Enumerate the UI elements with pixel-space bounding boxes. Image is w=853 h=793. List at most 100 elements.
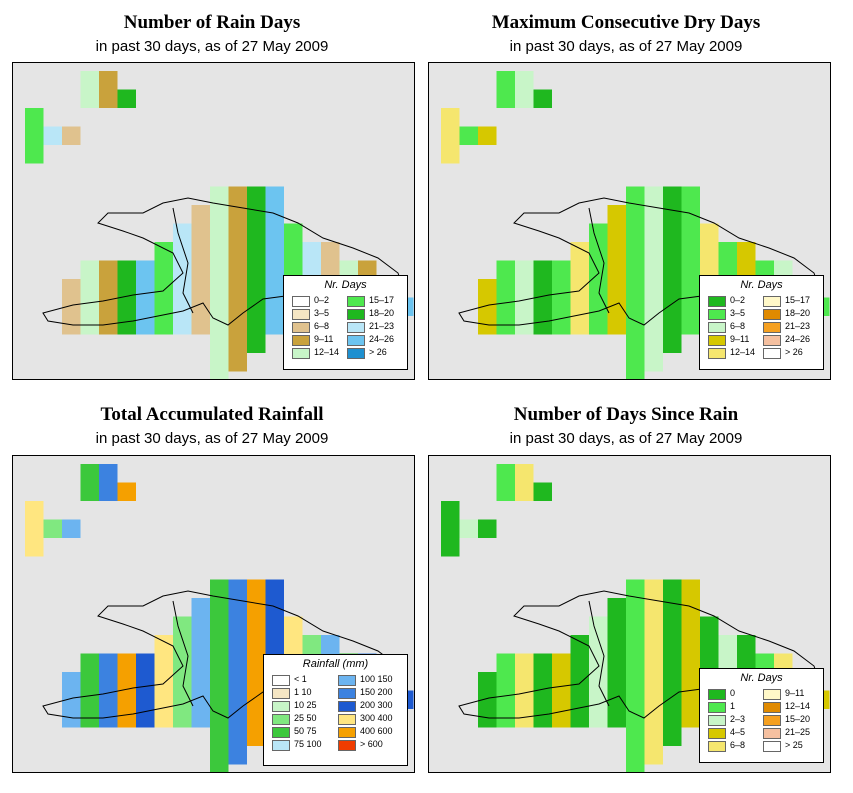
- grid-cell: [626, 709, 645, 728]
- grid-cell: [80, 89, 99, 108]
- grid-cell: [626, 690, 645, 709]
- grid-cell: [681, 635, 700, 654]
- grid-cell: [210, 764, 229, 772]
- grid-cell: [191, 616, 210, 635]
- grid-cell: [626, 223, 645, 242]
- grid-cell: [515, 672, 534, 691]
- grid-cell: [117, 672, 136, 691]
- grid-cell: [210, 598, 229, 617]
- grid-cell: [589, 223, 608, 242]
- grid-cell: [663, 653, 682, 672]
- grid-cell: [265, 279, 284, 298]
- grid-cell: [478, 316, 497, 335]
- panel-title-dry-days: Maximum Consecutive Dry Days: [491, 12, 761, 33]
- grid-cell: [644, 579, 663, 598]
- map-grid: [441, 71, 830, 379]
- grid-cell: [644, 672, 663, 691]
- grid-cell: [626, 746, 645, 765]
- grid-cell: [681, 616, 700, 635]
- legend-swatch: [272, 740, 290, 751]
- grid-cell: [339, 260, 358, 279]
- grid-cell: [589, 279, 608, 298]
- grid-cell: [663, 672, 682, 691]
- grid-cell: [247, 334, 266, 353]
- grid-cell: [681, 205, 700, 224]
- grid-cell: [191, 672, 210, 691]
- grid-cell: [681, 242, 700, 261]
- grid-cell: [99, 71, 118, 90]
- grid-cell: [25, 519, 44, 538]
- grid-cell: [663, 579, 682, 598]
- grid-cell: [210, 186, 229, 205]
- grid-cell: [626, 579, 645, 598]
- legend-label: > 26: [785, 347, 803, 357]
- grid-cell: [25, 126, 44, 145]
- legend-swatch: [708, 728, 726, 739]
- grid-cell: [43, 519, 62, 538]
- grid-cell: [99, 279, 118, 298]
- grid-cell: [589, 653, 608, 672]
- coastline: [458, 590, 820, 719]
- grid-cell: [515, 709, 534, 728]
- legend-label: 3–5: [314, 308, 330, 318]
- grid-cell: [626, 371, 645, 379]
- grid-cell: [737, 653, 756, 672]
- grid-cell: [570, 635, 589, 654]
- grid-cell: [210, 353, 229, 372]
- map-grid: [441, 464, 830, 772]
- legend-label: 18–20: [369, 308, 395, 318]
- grid-cell: [80, 297, 99, 316]
- grid-cell: [247, 690, 266, 709]
- grid-cell: [265, 635, 284, 654]
- panel-title-rainfall: Total Accumulated Rainfall: [100, 404, 324, 425]
- grid-cell: [321, 635, 340, 654]
- grid-cell: [533, 316, 552, 335]
- grid-cell: [663, 316, 682, 335]
- grid-cell: [228, 616, 247, 635]
- legend-label: 2–3: [730, 714, 746, 724]
- grid-cell: [533, 653, 552, 672]
- grid-cell: [117, 297, 136, 316]
- legend-label: > 600: [360, 739, 383, 749]
- grid-cell: [644, 279, 663, 298]
- grid-cell: [589, 690, 608, 709]
- grid-cell: [533, 279, 552, 298]
- grid-cell: [80, 71, 99, 90]
- grid-cell: [210, 242, 229, 261]
- grid-cell: [478, 690, 497, 709]
- grid-cell: [570, 690, 589, 709]
- grid-cell: [478, 709, 497, 728]
- grid-cell: [154, 690, 173, 709]
- grid-cell: [228, 279, 247, 298]
- grid-cell: [228, 353, 247, 372]
- grid-cell: [570, 709, 589, 728]
- grid-cell: [210, 690, 229, 709]
- legend-label: 12–14: [730, 347, 756, 357]
- grid-cell: [626, 186, 645, 205]
- grid-cell: [191, 297, 210, 316]
- panel-subtitle-dry-days: in past 30 days, as of 27 May 2009: [509, 38, 743, 55]
- grid-cell: [247, 653, 266, 672]
- grid-cell: [496, 464, 515, 483]
- legend-swatch: [347, 296, 365, 307]
- grid-cell: [210, 223, 229, 242]
- grid-cell: [626, 727, 645, 746]
- grid-cell: [681, 672, 700, 691]
- legend-label: 12–14: [785, 701, 811, 711]
- grid-cell: [478, 126, 497, 145]
- grid-cell: [515, 260, 534, 279]
- grid-cell: [496, 71, 515, 90]
- grid-cell: [626, 764, 645, 772]
- grid-cell: [515, 316, 534, 335]
- legend-label: > 26: [369, 347, 387, 357]
- legend-swatch: [763, 322, 781, 333]
- grid-cell: [247, 279, 266, 298]
- legend-label: 21–23: [369, 321, 395, 331]
- grid-cell: [626, 205, 645, 224]
- grid-cell: [210, 653, 229, 672]
- grid-cell: [154, 242, 173, 261]
- grid-cell: [173, 653, 192, 672]
- legend-swatch: [763, 335, 781, 346]
- legend-label: 400 600: [360, 726, 393, 736]
- grid-cell: [515, 690, 534, 709]
